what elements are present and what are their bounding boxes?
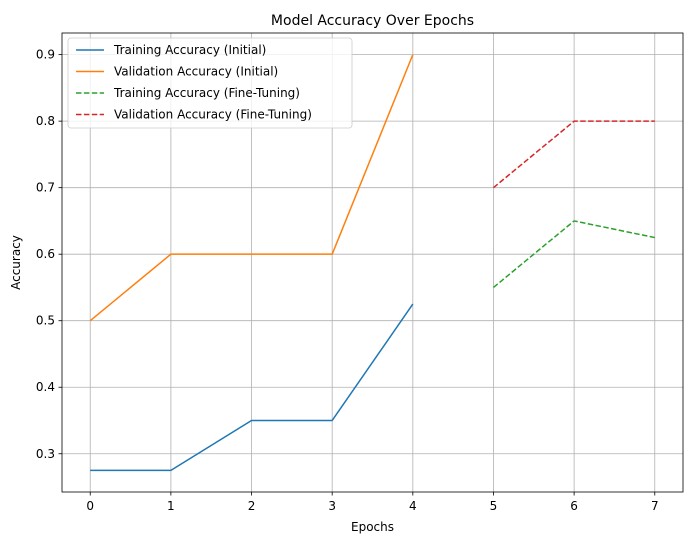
chart-title: Model Accuracy Over Epochs [271, 13, 474, 29]
y-tick-label: 0.8 [36, 114, 55, 128]
legend-label-4: Validation Accuracy (Fine-Tuning) [114, 108, 312, 122]
x-axis-label: Epochs [351, 520, 394, 534]
y-tick-label: 0.4 [36, 380, 55, 394]
series-line-4 [492, 120, 655, 189]
x-tick-label: 4 [409, 499, 417, 513]
series-line-3 [492, 220, 655, 289]
x-tick-label: 0 [86, 499, 94, 513]
y-tick-label: 0.3 [36, 447, 55, 461]
y-tick-label: 0.5 [36, 314, 55, 328]
series-line-2 [89, 54, 414, 322]
series-lines [89, 54, 655, 472]
legend: Training Accuracy (Initial) Validation Ac… [67, 37, 353, 129]
y-axis-label: Accuracy [9, 235, 23, 290]
plot-area-frame [61, 32, 684, 493]
legend-label-1: Training Accuracy (Initial) [113, 43, 266, 57]
axis-ticks: 0 1 2 3 4 5 6 7 0.3 0.4 0.5 0.6 0.7 0.8 0.9 [36, 48, 659, 513]
x-tick-label: 5 [490, 499, 498, 513]
series-line-1 [90, 303, 414, 472]
y-tick-label: 0.6 [36, 247, 55, 261]
x-tick-label: 2 [248, 499, 256, 513]
x-tick-label: 3 [328, 499, 336, 513]
legend-label-2: Validation Accuracy (Initial) [114, 65, 278, 79]
y-tick-label: 0.7 [36, 181, 55, 195]
y-tick-label: 0.9 [36, 48, 55, 62]
legend-box [67, 37, 353, 129]
x-tick-label: 6 [570, 499, 578, 513]
x-tick-label: 1 [167, 499, 175, 513]
x-tick-label: 7 [651, 499, 659, 513]
legend-label-3: Training Accuracy (Fine-Tuning) [113, 86, 300, 100]
